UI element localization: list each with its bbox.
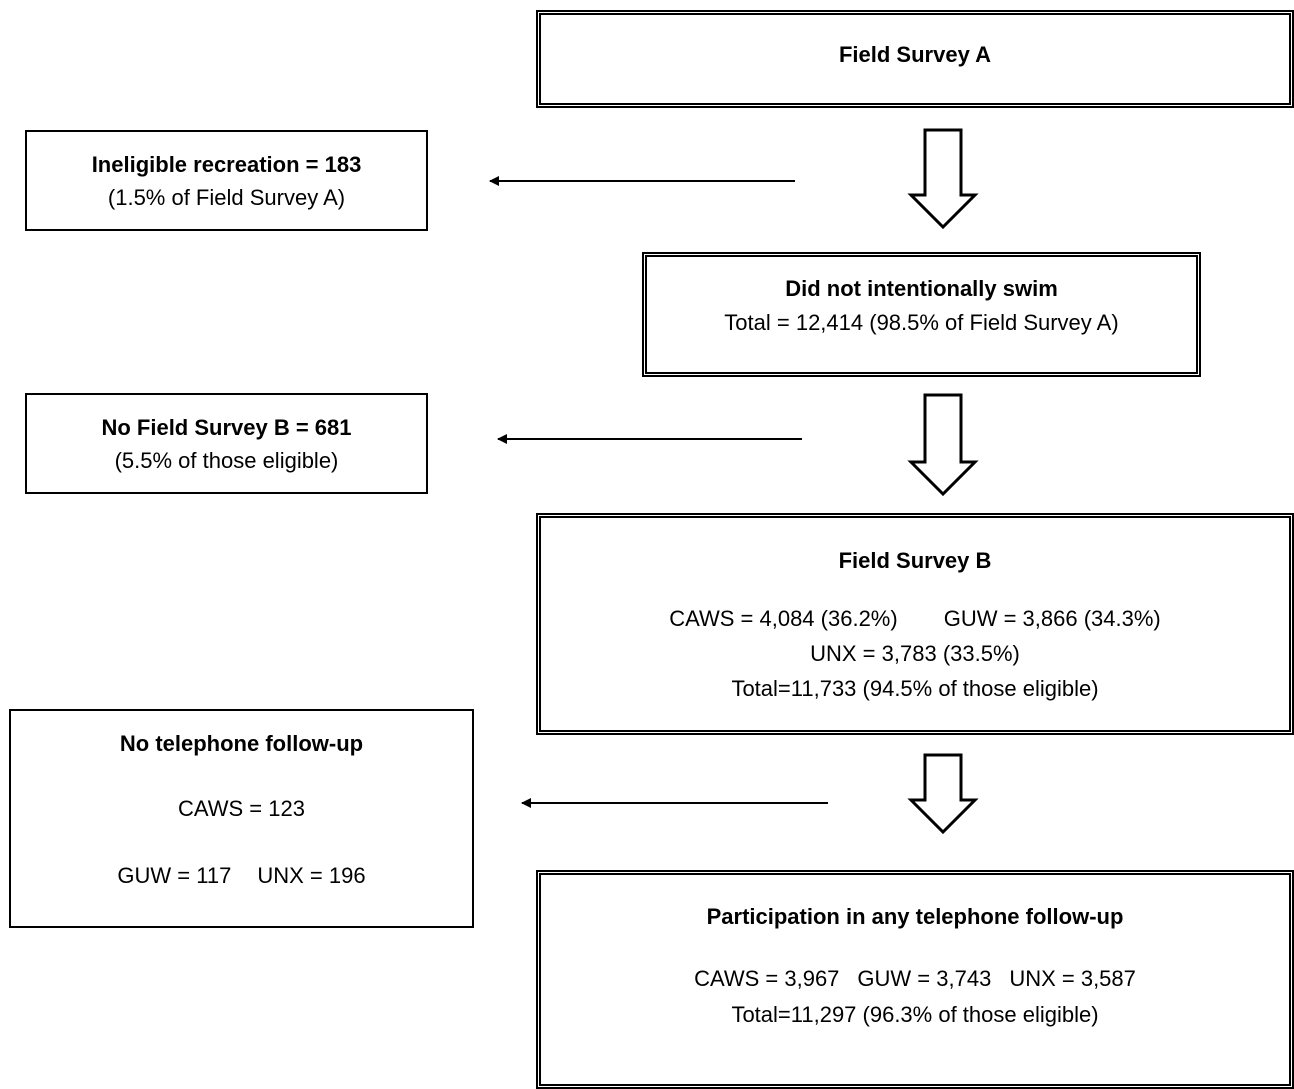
did-not-swim-title: Did not intentionally swim bbox=[785, 276, 1058, 301]
field-survey-b-box: Field Survey B CAWS = 4,084 (36.2%) GUW =… bbox=[536, 513, 1294, 735]
field-survey-b-row1: CAWS = 4,084 (36.2%) GUW = 3,866 (34.3%) bbox=[541, 606, 1289, 632]
no-telephone-guw: GUW = 117 bbox=[117, 863, 232, 888]
field-survey-a-title: Field Survey A bbox=[838, 42, 991, 67]
participation-box: Participation in any telephone follow-up… bbox=[536, 870, 1294, 1089]
no-telephone-row2: GUW = 117 UNX = 196 bbox=[11, 863, 472, 889]
ineligible-recreation-detail: (1.5% of Field Survey A) bbox=[107, 185, 346, 210]
participation-total: Total=11,297 (96.3% of those eligible) bbox=[731, 1002, 1099, 1027]
participation-title: Participation in any telephone follow-up bbox=[706, 904, 1124, 929]
field-survey-b-title: Field Survey B bbox=[838, 548, 992, 573]
did-not-swim-detail: Total = 12,414 (98.5% of Field Survey A) bbox=[724, 310, 1119, 335]
participation-caws: CAWS = 3,967 bbox=[694, 966, 840, 991]
down-arrow-1 bbox=[907, 128, 979, 230]
ineligible-recreation-title: Ineligible recreation = 183 bbox=[91, 152, 362, 177]
down-arrow-2 bbox=[907, 393, 979, 497]
field-survey-b-guw: GUW = 3,866 (34.3%) bbox=[943, 606, 1161, 631]
participation-row1: CAWS = 3,967 GUW = 3,743 UNX = 3,587 bbox=[541, 966, 1289, 992]
no-telephone-title: No telephone follow-up bbox=[119, 731, 364, 756]
no-field-survey-b-box: No Field Survey B = 681 (5.5% of those e… bbox=[25, 393, 428, 494]
field-survey-b-caws: CAWS = 4,084 (36.2%) bbox=[669, 606, 898, 631]
participation-guw: GUW = 3,743 bbox=[857, 966, 992, 991]
no-field-survey-b-detail: (5.5% of those eligible) bbox=[114, 448, 339, 473]
ineligible-recreation-box: Ineligible recreation = 183 (1.5% of Fie… bbox=[25, 130, 428, 231]
no-telephone-unx: UNX = 196 bbox=[257, 863, 366, 888]
no-telephone-caws: CAWS = 123 bbox=[178, 796, 305, 821]
participation-unx: UNX = 3,587 bbox=[1009, 966, 1136, 991]
did-not-swim-box: Did not intentionally swim Total = 12,41… bbox=[642, 252, 1201, 377]
down-arrow-3 bbox=[907, 753, 979, 835]
field-survey-b-unx: UNX = 3,783 (33.5%) bbox=[810, 641, 1020, 666]
no-field-survey-b-title: No Field Survey B = 681 bbox=[101, 415, 352, 440]
no-telephone-box: No telephone follow-up CAWS = 123 GUW = … bbox=[9, 709, 474, 928]
field-survey-a-box: Field Survey A bbox=[536, 10, 1294, 108]
field-survey-b-total: Total=11,733 (94.5% of those eligible) bbox=[731, 676, 1099, 701]
